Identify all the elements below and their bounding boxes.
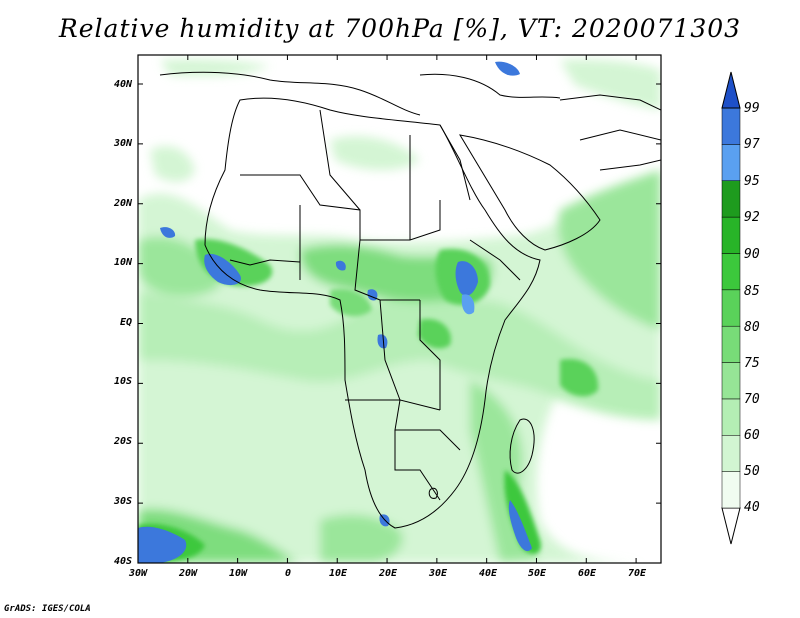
colorbar-swatch xyxy=(721,180,741,218)
colorbar-label-85: 85 xyxy=(744,284,760,299)
lat-label-30n: 30N xyxy=(113,138,132,149)
lat-label-10s: 10S xyxy=(113,376,132,387)
colorbar-swatch xyxy=(721,362,741,400)
lon-label-70e: 70E xyxy=(627,568,647,579)
colorbar-label-60: 60 xyxy=(744,428,760,443)
colorbar-swatch xyxy=(721,471,741,509)
lon-label-20w: 20W xyxy=(178,568,198,579)
colorbar-label-97: 97 xyxy=(744,137,760,152)
colorbar-swatch xyxy=(721,435,741,472)
colorbar-max-arrow xyxy=(721,71,741,109)
country-borders xyxy=(159,71,661,529)
colorbar-swatch xyxy=(721,144,741,181)
colorbar-label-50: 50 xyxy=(744,464,760,479)
colorbar-label-40: 40 xyxy=(744,500,760,515)
lon-label-40e: 40E xyxy=(478,568,498,579)
lat-label-20s: 20S xyxy=(113,436,132,447)
lon-label-60e: 60E xyxy=(577,568,597,579)
lon-label-10e: 10E xyxy=(328,568,348,579)
colorbar-label-80: 80 xyxy=(744,320,760,335)
lat-label-40s: 40S xyxy=(113,556,132,567)
colorbar-label-95: 95 xyxy=(744,174,760,189)
colorbar-swatch xyxy=(721,253,741,291)
colorbar xyxy=(721,71,741,545)
map-frame xyxy=(137,54,662,564)
colorbar-swatch xyxy=(721,216,741,254)
colorbar-swatch xyxy=(721,289,741,327)
lon-label-0: 0 xyxy=(284,568,292,579)
software-credit: GrADS: IGES/COLA xyxy=(4,604,91,614)
colorbar-swatch xyxy=(721,325,741,363)
lon-label-20e: 20E xyxy=(378,568,398,579)
colorbar-label-90: 90 xyxy=(744,247,760,262)
map-title: Relative humidity at 700hPa [%], VT: 202… xyxy=(58,14,742,43)
lon-label-50e: 50E xyxy=(527,568,547,579)
lat-label-10n: 10N xyxy=(113,257,132,268)
lat-label-30s: 30S xyxy=(113,496,132,507)
lat-label-eq: EQ xyxy=(119,317,132,328)
colorbar-label-75: 75 xyxy=(744,356,760,371)
lat-label-40n: 40N xyxy=(113,79,132,90)
lon-label-10w: 10W xyxy=(228,568,248,579)
humidity-field xyxy=(138,59,661,563)
colorbar-min-arrow xyxy=(721,507,741,545)
colorbar-label-99: 99 xyxy=(744,101,760,116)
colorbar-label-70: 70 xyxy=(744,392,760,407)
colorbar-label-92: 92 xyxy=(744,210,760,225)
axis-ticks xyxy=(137,55,661,564)
lon-label-30w: 30W xyxy=(128,568,148,579)
lat-label-20n: 20N xyxy=(113,198,132,209)
colorbar-swatch xyxy=(721,398,741,436)
lon-label-30e: 30E xyxy=(428,568,448,579)
colorbar-swatch xyxy=(721,107,741,145)
